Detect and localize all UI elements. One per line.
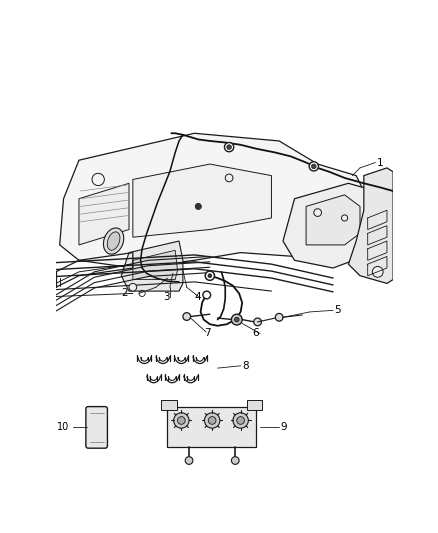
Circle shape [342,215,348,221]
Circle shape [372,266,383,277]
Ellipse shape [103,228,124,254]
Text: 10: 10 [57,422,70,432]
Circle shape [208,274,212,278]
Circle shape [203,291,211,299]
Circle shape [205,271,215,280]
Circle shape [314,209,321,216]
Polygon shape [247,400,262,410]
Circle shape [208,417,216,424]
Circle shape [224,142,234,152]
Circle shape [309,161,318,171]
Polygon shape [306,195,360,245]
Polygon shape [121,241,183,291]
Circle shape [195,203,201,209]
Circle shape [254,318,261,326]
Circle shape [129,284,137,291]
Text: 6: 6 [252,328,259,338]
Circle shape [234,317,239,322]
Text: 3: 3 [164,292,170,302]
Circle shape [183,313,191,320]
Text: 5: 5 [335,305,341,316]
Text: 1: 1 [377,158,384,167]
Polygon shape [349,168,393,284]
Circle shape [311,164,316,168]
Circle shape [92,173,104,185]
Ellipse shape [107,232,120,251]
Text: 8: 8 [242,361,249,371]
Polygon shape [161,400,177,410]
Polygon shape [167,407,256,447]
Circle shape [177,417,185,424]
Text: 9: 9 [281,422,287,432]
Circle shape [237,417,244,424]
Circle shape [227,145,231,149]
Text: 7: 7 [204,328,210,338]
Circle shape [276,313,283,321]
Circle shape [231,457,239,464]
Circle shape [205,413,220,428]
Circle shape [185,457,193,464]
Circle shape [173,413,189,428]
Polygon shape [133,251,177,280]
Circle shape [233,413,248,428]
FancyBboxPatch shape [86,407,107,448]
Text: 2: 2 [121,288,128,298]
Polygon shape [283,183,379,268]
Text: 4: 4 [194,292,201,302]
Polygon shape [79,183,129,245]
Polygon shape [60,133,371,268]
Circle shape [231,314,242,325]
Polygon shape [133,164,272,237]
Circle shape [225,174,233,182]
